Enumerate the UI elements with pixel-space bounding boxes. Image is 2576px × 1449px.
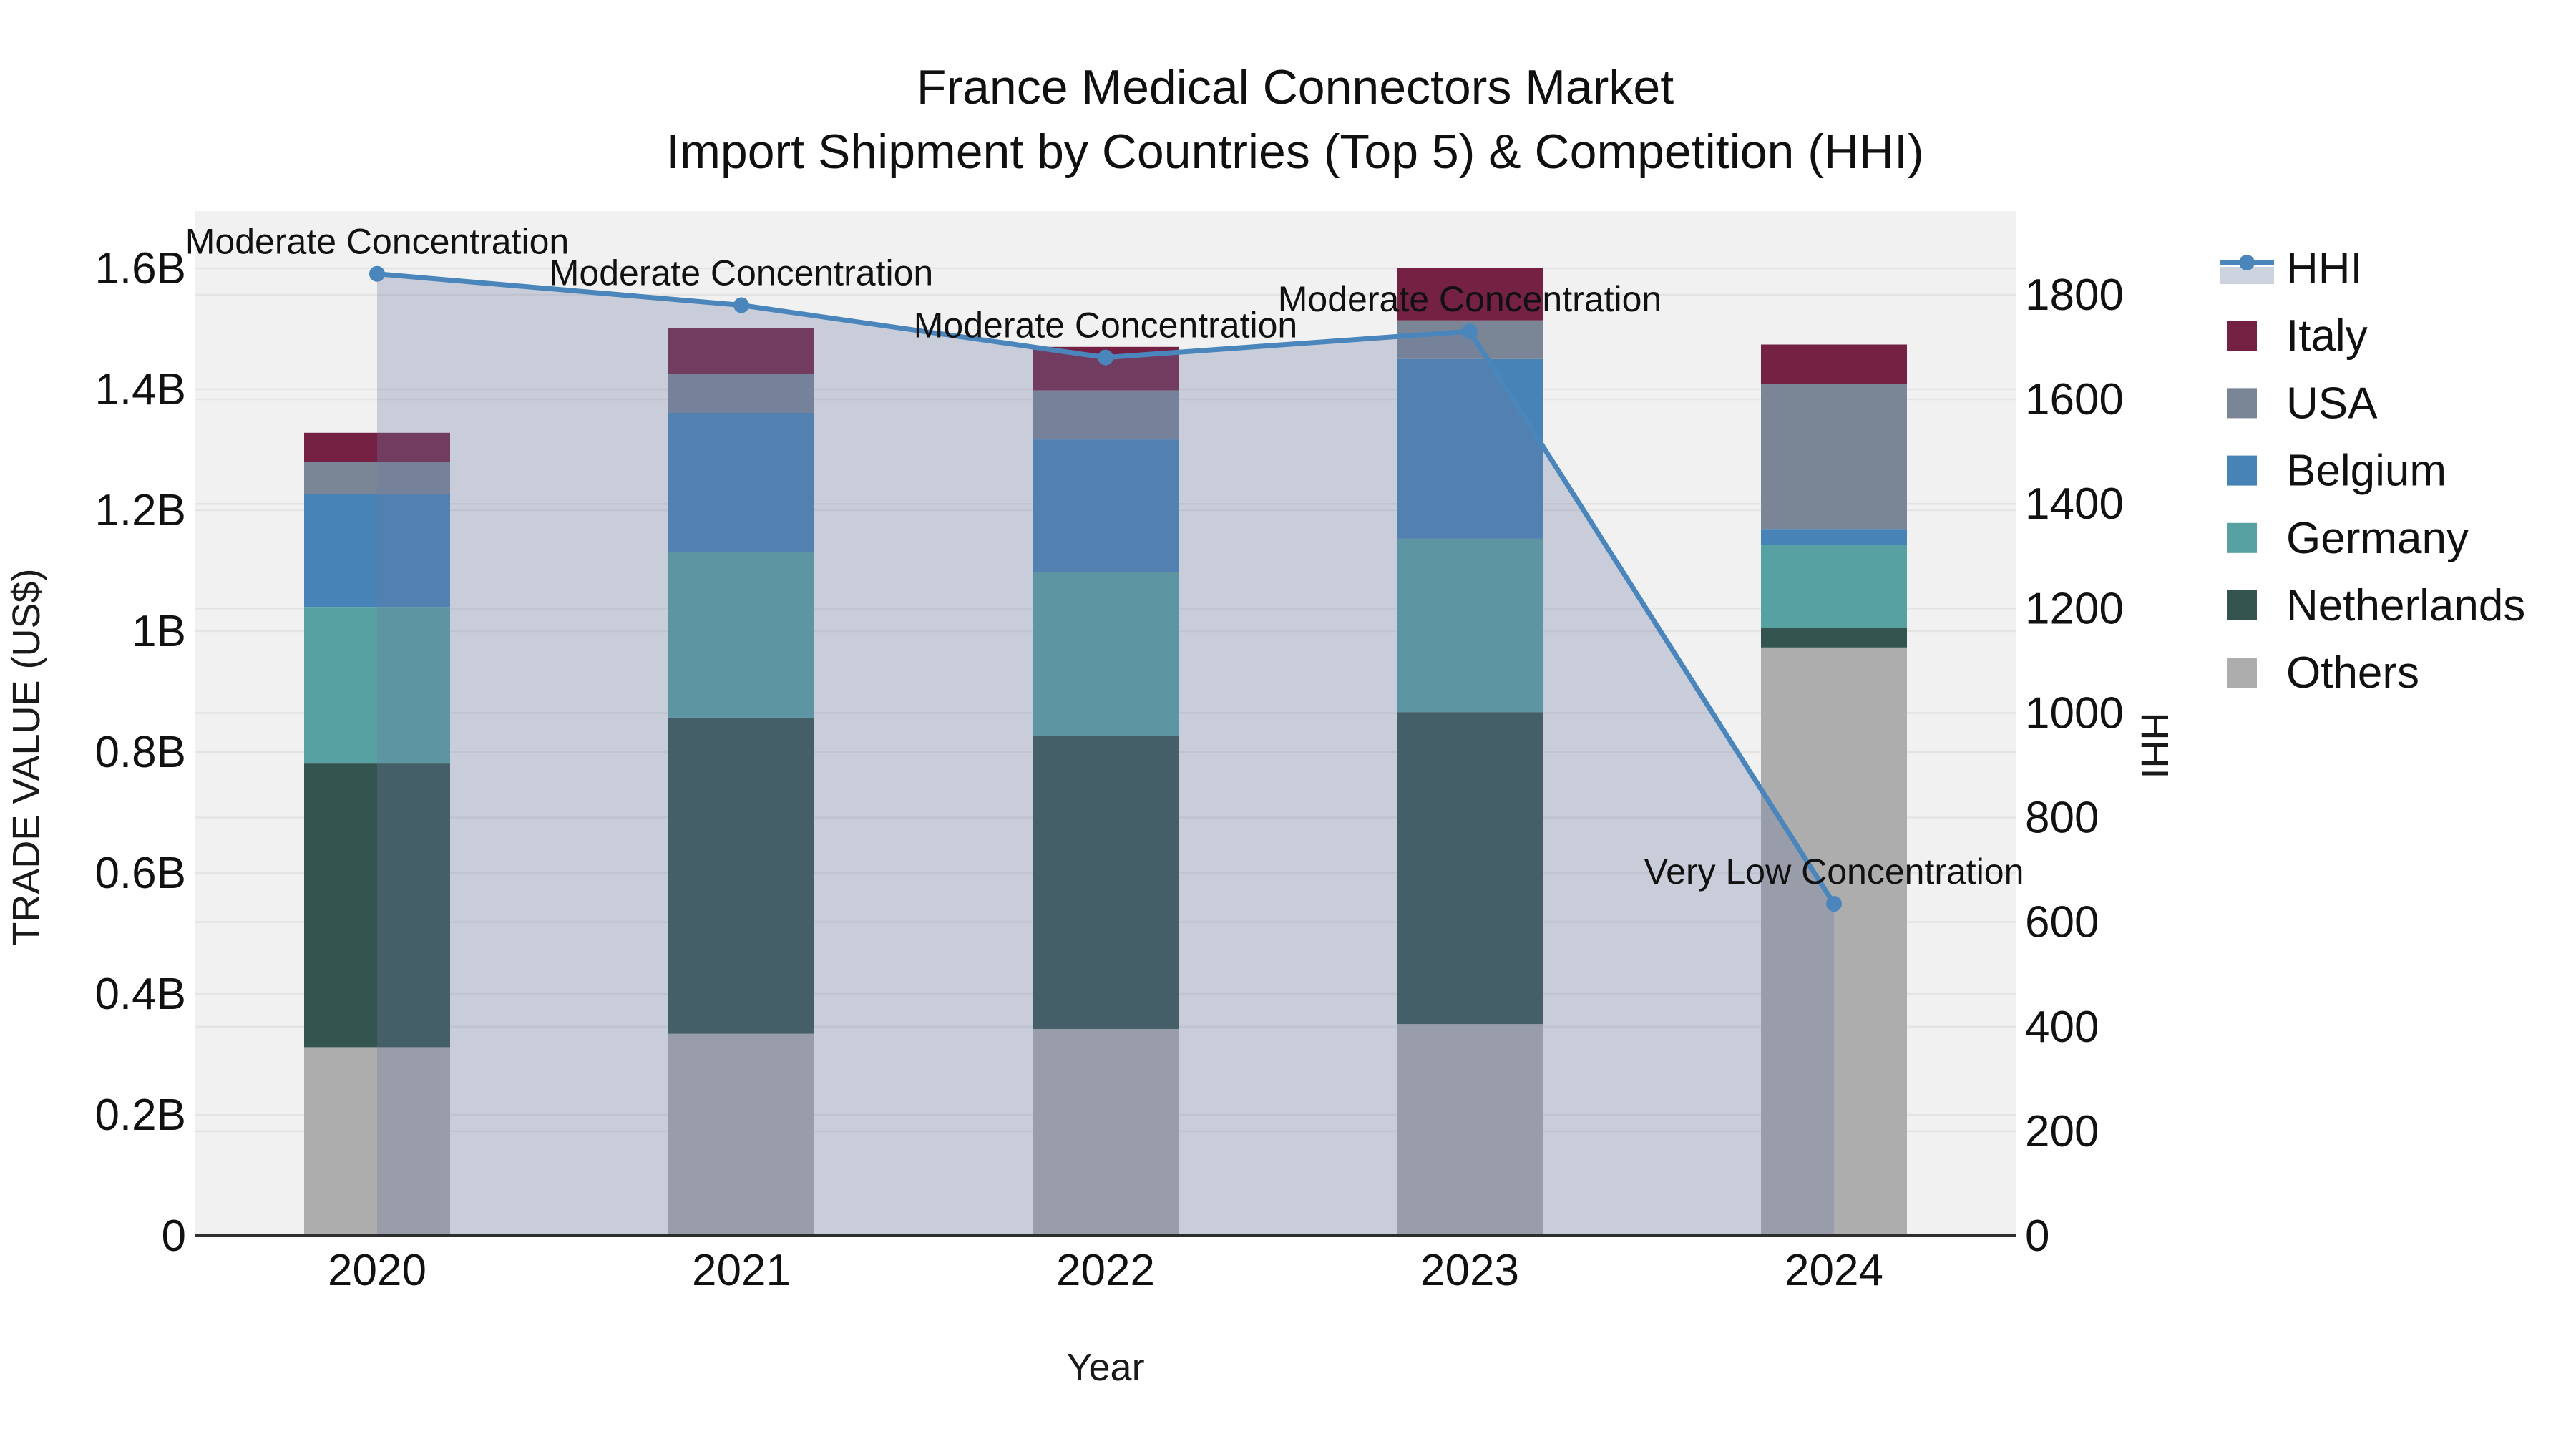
bar-2022-germany (1033, 572, 1179, 736)
legend-label-usa: USA (2286, 379, 2378, 428)
y-left-tick-0.8B: 0.8B (94, 728, 186, 777)
y-axis-left-title: TRADE VALUE (US$) (5, 568, 48, 946)
bar-2024-belgium (1761, 529, 1907, 545)
x-axis-line (195, 1234, 2016, 1237)
bar-2023-italy (1397, 268, 1543, 321)
bar-2021-usa (668, 374, 814, 413)
legend-swatch-belgium (2227, 455, 2257, 486)
annotation-2020: Moderate Concentration (185, 222, 569, 262)
y-right-tick-1000: 1000 (2025, 688, 2124, 738)
legend-swatch-usa (2227, 388, 2257, 419)
legend-item-italy[interactable]: Italy (2227, 311, 2368, 361)
annotation-2022: Moderate Concentration (914, 306, 1297, 346)
bar-2022-others (1033, 1029, 1179, 1236)
bar-2020-italy (304, 432, 450, 462)
y-left-tick-0.6B: 0.6B (94, 849, 186, 898)
hhi-area-fill (377, 273, 1834, 1236)
bar-2024-usa (1761, 384, 1907, 530)
bar-2022-usa (1033, 390, 1179, 440)
x-tick-2022: 2022 (1056, 1246, 1155, 1295)
annotation-2024: Very Low Concentration (1644, 852, 2024, 892)
bar-2024-netherlands (1761, 628, 1907, 648)
bar-2023-germany (1397, 538, 1543, 713)
y-axis-right-title: HHI (2133, 712, 2176, 779)
legend-label-italy: Italy (2286, 311, 2368, 361)
bar-2024-italy (1761, 344, 1907, 384)
legend-item-germany[interactable]: Germany (2227, 514, 2469, 563)
chart-title-line2: Import Shipment by Countries (Top 5) & C… (666, 125, 1924, 179)
legend-item-netherlands[interactable]: Netherlands (2227, 581, 2525, 630)
bar-2020-netherlands (304, 763, 450, 1048)
y-left-tick-1B: 1B (132, 607, 186, 656)
x-tick-2020: 2020 (328, 1246, 426, 1295)
hhi-marker-2023 (1462, 323, 1478, 340)
y-right-tick-1800: 1800 (2025, 270, 2124, 320)
bar-2023-netherlands (1397, 712, 1543, 1025)
x-tick-2021: 2021 (692, 1246, 791, 1295)
y-right-tick-0: 0 (2025, 1211, 2049, 1261)
y-left-tick-0: 0 (162, 1211, 186, 1261)
legend-item-others[interactable]: Others (2227, 648, 2419, 698)
legend-swatch-netherlands (2227, 590, 2257, 620)
bar-2021-others (668, 1033, 814, 1236)
hhi-marker-2021 (733, 297, 749, 313)
legend-label-belgium: Belgium (2286, 447, 2446, 496)
annotation-2023: Moderate Concentration (1278, 279, 1662, 319)
y-right-tick-200: 200 (2025, 1107, 2099, 1156)
bar-2022-belgium (1033, 439, 1179, 572)
bar-2020-usa (304, 462, 450, 494)
legend-item-belgium[interactable]: Belgium (2227, 447, 2446, 496)
legend-item-usa[interactable]: USA (2227, 379, 2378, 428)
legend-label-netherlands: Netherlands (2286, 581, 2525, 630)
legend-swatch-germany (2227, 522, 2257, 553)
y-left-tick-1.6B: 1.6B (94, 244, 186, 293)
y-left-tick-0.4B: 0.4B (94, 970, 186, 1019)
y-right-tick-800: 800 (2025, 794, 2099, 843)
legend-hhi-marker-swatch (2239, 255, 2255, 270)
y-left-tick-1.4B: 1.4B (94, 365, 186, 414)
bar-2021-italy (668, 328, 814, 374)
y-right-tick-400: 400 (2025, 1002, 2099, 1052)
bar-2024-germany (1761, 545, 1907, 628)
y-right-tick-600: 600 (2025, 898, 2099, 947)
y-right-tick-1600: 1600 (2025, 375, 2124, 424)
bar-2020-others (304, 1047, 450, 1236)
legend-label-others: Others (2286, 648, 2419, 698)
y-right-tick-1400: 1400 (2025, 479, 2124, 529)
hhi-marker-2022 (1098, 349, 1113, 366)
y-left-tick-1.2B: 1.2B (94, 486, 186, 535)
bar-2021-germany (668, 552, 814, 718)
bar-2020-germany (304, 607, 450, 764)
hhi-marker-2020 (369, 265, 385, 282)
x-tick-2023: 2023 (1420, 1246, 1519, 1295)
y-left-tick-0.2B: 0.2B (94, 1091, 186, 1140)
x-tick-2024: 2024 (1785, 1246, 1883, 1295)
bar-2024-others (1761, 647, 1907, 1236)
bar-2023-others (1397, 1024, 1543, 1236)
x-axis-title: Year (1066, 1346, 1145, 1389)
legend-swatch-others (2227, 658, 2257, 688)
legend-label-germany: Germany (2286, 514, 2469, 563)
chart-title-line1: France Medical Connectors Market (916, 60, 1674, 114)
legend: HHI Italy USA Belgium Germany Netherlands Othe… (2220, 244, 2525, 698)
hhi-marker-2024 (1826, 896, 1842, 912)
legend-swatch-italy (2227, 321, 2257, 351)
legend-item-hhi[interactable]: HHI (2220, 244, 2363, 293)
bar-2023-belgium (1397, 358, 1543, 539)
y-right-tick-1200: 1200 (2025, 584, 2124, 633)
bar-2021-netherlands (668, 717, 814, 1034)
bar-2022-netherlands (1033, 736, 1179, 1029)
legend-label-hhi: HHI (2286, 244, 2363, 293)
annotation-2021: Moderate Concentration (550, 253, 933, 293)
bar-2021-belgium (668, 413, 814, 552)
bar-2020-belgium (304, 494, 450, 608)
